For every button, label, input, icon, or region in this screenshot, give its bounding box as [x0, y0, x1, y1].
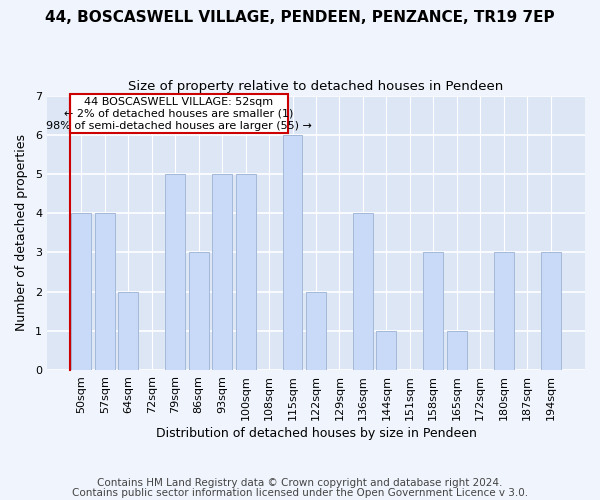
Bar	[447, 331, 467, 370]
Text: Contains HM Land Registry data © Crown copyright and database right 2024.: Contains HM Land Registry data © Crown c…	[97, 478, 503, 488]
Bar	[306, 292, 326, 370]
Bar	[188, 252, 209, 370]
Bar	[118, 292, 138, 370]
Bar	[376, 331, 397, 370]
Text: Contains public sector information licensed under the Open Government Licence v : Contains public sector information licen…	[72, 488, 528, 498]
Bar	[95, 214, 115, 370]
Bar	[283, 135, 302, 370]
Bar	[236, 174, 256, 370]
X-axis label: Distribution of detached houses by size in Pendeen: Distribution of detached houses by size …	[155, 427, 476, 440]
Title: Size of property relative to detached houses in Pendeen: Size of property relative to detached ho…	[128, 80, 503, 93]
Bar	[541, 252, 560, 370]
Bar	[212, 174, 232, 370]
Text: ← 2% of detached houses are smaller (1): ← 2% of detached houses are smaller (1)	[64, 109, 293, 119]
Bar	[423, 252, 443, 370]
FancyBboxPatch shape	[70, 94, 288, 133]
Y-axis label: Number of detached properties: Number of detached properties	[15, 134, 28, 332]
Bar	[71, 214, 91, 370]
Text: 44 BOSCASWELL VILLAGE: 52sqm: 44 BOSCASWELL VILLAGE: 52sqm	[84, 97, 273, 107]
Bar	[353, 214, 373, 370]
Bar	[494, 252, 514, 370]
Text: 44, BOSCASWELL VILLAGE, PENDEEN, PENZANCE, TR19 7EP: 44, BOSCASWELL VILLAGE, PENDEEN, PENZANC…	[45, 10, 555, 25]
Bar	[165, 174, 185, 370]
Text: 98% of semi-detached houses are larger (55) →: 98% of semi-detached houses are larger (…	[46, 121, 311, 131]
